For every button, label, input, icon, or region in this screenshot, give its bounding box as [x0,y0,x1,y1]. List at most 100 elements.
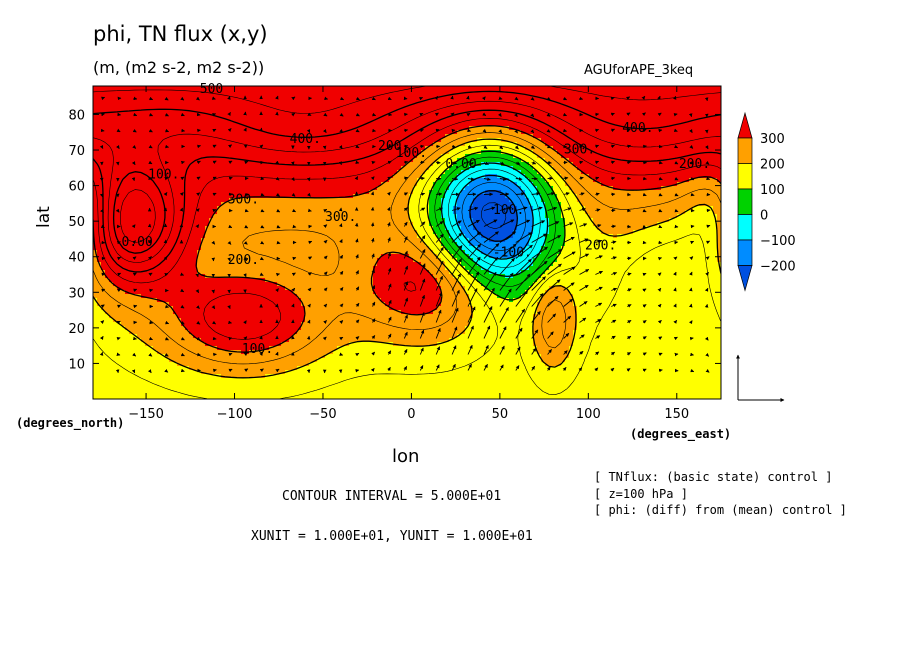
field-cell [625,110,630,115]
field-cell [385,162,390,167]
field-cell [277,190,282,195]
field-cell [445,190,450,195]
field-cell [101,114,106,119]
field-cell [493,170,498,175]
field-cell [597,194,602,199]
field-cell [313,174,318,179]
field-cell [101,174,106,179]
field-cell [381,158,386,163]
field-cell [697,90,702,95]
field-cell [209,202,214,207]
field-cell [289,98,294,103]
field-cell [93,122,98,127]
field-cell [577,174,582,179]
field-cell [553,190,558,195]
field-cell [537,134,542,139]
field-cell [481,114,486,119]
field-cell [601,170,606,175]
field-cell [465,162,470,167]
field-cell [445,162,450,167]
field-cell [121,178,126,183]
field-cell [321,198,326,203]
field-cell [589,118,594,123]
field-cell [201,170,206,175]
field-cell [569,162,574,167]
field-cell [321,90,326,95]
field-cell [605,170,610,175]
field-cell [185,146,190,151]
field-cell [629,194,634,199]
field-cell [669,190,674,195]
field-cell [269,202,274,207]
field-cell [249,142,254,147]
field-cell [93,118,98,123]
field-cell [533,130,538,135]
field-cell [597,118,602,123]
field-cell [249,210,254,215]
field-cell [177,102,182,107]
field-cell [625,206,630,211]
field-cell [705,86,710,91]
field-cell [445,86,450,91]
field-cell [169,142,174,147]
field-cell [281,158,286,163]
field-cell [245,138,250,143]
field-cell [425,194,430,199]
field-cell [105,150,110,155]
field-cell [317,190,322,195]
field-cell [449,134,454,139]
field-cell [505,162,510,167]
field-cell [345,110,350,115]
field-cell [641,174,646,179]
field-cell [329,210,334,215]
field-cell [509,122,514,127]
field-cell [713,138,718,143]
field-cell [325,102,330,107]
field-cell [613,150,618,155]
field-cell [113,158,118,163]
field-cell [301,138,306,143]
field-cell [273,102,278,107]
field-cell [301,154,306,159]
field-cell [385,90,390,95]
field-cell [345,106,350,111]
field-cell [233,90,238,95]
field-cell [233,150,238,155]
field-cell [585,194,590,199]
field-cell [517,194,522,199]
field-cell [269,134,274,139]
field-cell [129,206,134,211]
field-cell [577,182,582,187]
field-cell [605,150,610,155]
field-cell [165,102,170,107]
experiment-label: AGUforAPE_3keq [584,63,694,78]
field-cell [261,118,266,123]
field-cell [505,198,510,203]
field-cell [521,86,526,91]
field-cell [681,102,686,107]
field-cell [381,210,386,215]
field-cell [401,98,406,103]
field-cell [321,106,326,111]
field-cell [221,162,226,167]
field-cell [373,134,378,139]
field-cell [249,98,254,103]
field-cell [493,90,498,95]
field-cell [217,166,222,171]
field-cell [713,158,718,163]
field-cell [337,158,342,163]
field-cell [665,186,670,191]
field-cell [245,122,250,127]
field-cell [413,106,418,111]
field-cell [573,210,578,215]
field-cell [169,146,174,151]
field-cell [633,94,638,99]
field-cell [713,106,718,111]
field-cell [237,98,242,103]
field-cell [121,98,126,103]
field-cell [409,110,414,115]
field-cell [525,138,530,143]
field-cell [333,94,338,99]
field-cell [253,178,258,183]
